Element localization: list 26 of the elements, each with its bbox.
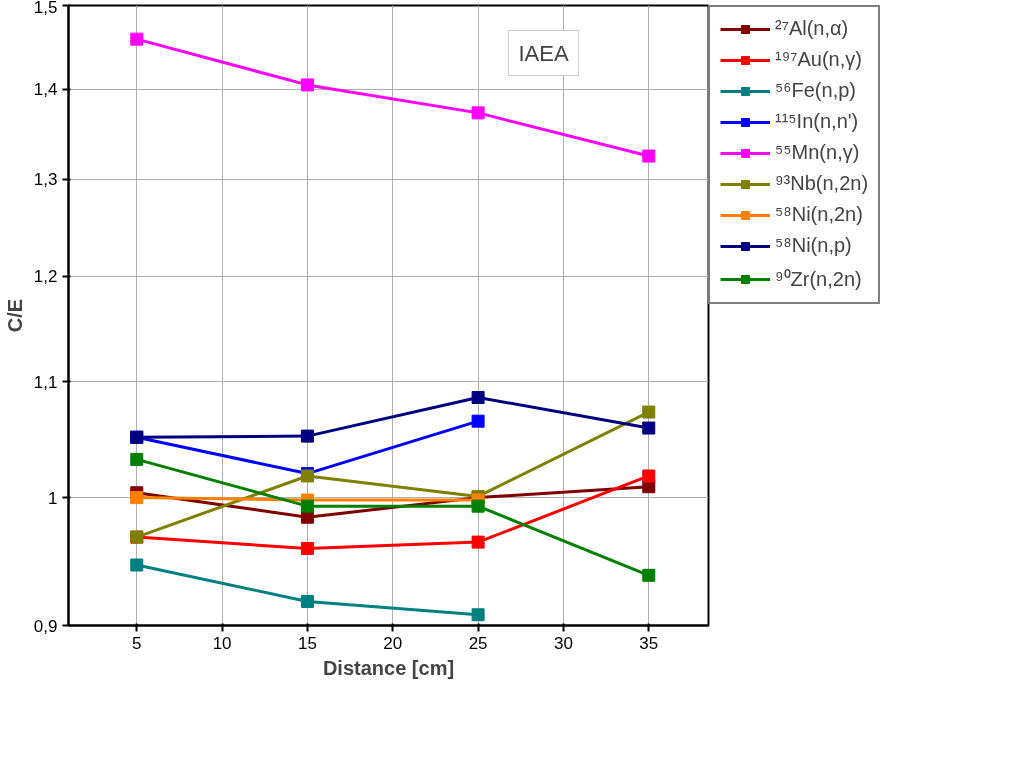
- legend-label: ⁹⁰Zr(n,2n): [775, 267, 862, 292]
- x-tick-label: 5: [132, 633, 142, 653]
- legend-label: ¹¹⁵In(n,n'): [775, 110, 859, 133]
- x-tick-label: 25: [468, 633, 488, 653]
- y-tick-label: 1,1: [33, 372, 58, 392]
- y-tick-label: 1,3: [33, 170, 58, 190]
- y-tick-label: 1,5: [33, 0, 58, 17]
- legend-label: ⁵⁸Ni(n,p): [775, 234, 852, 257]
- x-tick-label: 35: [639, 633, 659, 653]
- y-tick-label: 0,9: [33, 616, 58, 636]
- y-tick-label: 1,4: [33, 80, 58, 100]
- x-tick-label: 10: [212, 633, 232, 653]
- x-tick-label: 15: [297, 633, 317, 653]
- y-tick-label: 1: [48, 488, 58, 508]
- annotation: IAEA: [518, 40, 569, 66]
- legend-label: ¹⁹⁷Au(n,γ): [775, 48, 862, 71]
- y-axis-title: C/E: [3, 298, 26, 333]
- legend-label: ⁹³Nb(n,2n): [775, 172, 869, 195]
- x-tick-label: 20: [383, 633, 403, 653]
- legend-label: ²⁷Al(n,α): [775, 17, 849, 40]
- legend-label: ⁵⁵Mn(n,γ): [775, 141, 860, 164]
- x-tick-label: 30: [553, 633, 573, 653]
- legend-label: ⁵⁶Fe(n,p): [775, 79, 856, 102]
- legend-label: ⁵⁸Ni(n,2n): [775, 203, 863, 226]
- y-tick-label: 1,2: [33, 267, 58, 287]
- x-axis-title: Distance [cm]: [322, 656, 455, 679]
